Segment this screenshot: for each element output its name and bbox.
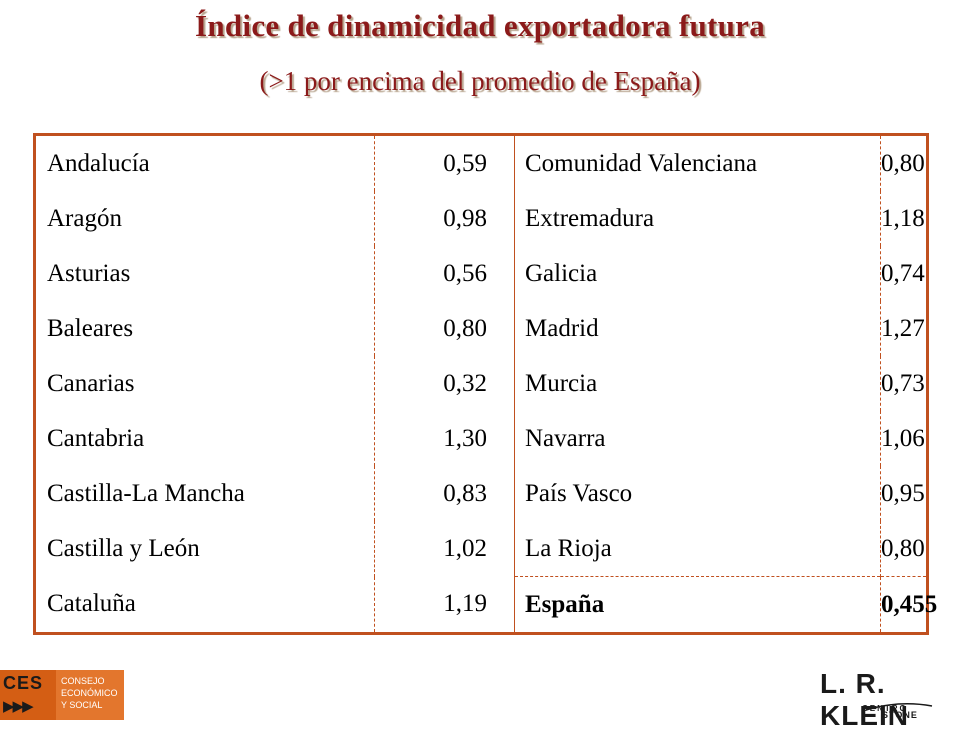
klein-logo-centro: CENTRO — [862, 704, 908, 713]
left-region-cell: Andalucía — [47, 149, 150, 177]
right-region-cell: Comunidad Valenciana — [514, 134, 881, 191]
right-region-cell: Galicia — [514, 246, 881, 301]
left-value-cell: 1,02 — [374, 521, 515, 577]
left-value-cell: 1,19 — [374, 576, 515, 634]
right-value-cell: 0,80 — [880, 134, 928, 191]
right-region-cell: Madrid — [514, 301, 881, 356]
ces-logo-line2: ECONÓMICO — [61, 688, 118, 698]
page-subtitle: (>1 por encima del promedio de España) — [259, 66, 701, 96]
left-value-cell: 0,80 — [374, 301, 515, 356]
right-value-cell: 0,73 — [880, 356, 928, 411]
export-index-table: Andalucía 0,59 Comunidad Valenciana 0,80 Ara… — [33, 133, 937, 635]
arrows-icon: ▶▶▶ — [3, 697, 34, 715]
ces-logo: CES ▶▶▶ CONSEJO ECONÓMICO Y SOCIAL — [0, 670, 124, 720]
total-label-cell: España — [514, 576, 881, 634]
right-value-cell: 1,27 — [880, 301, 928, 356]
table-row: Castilla y León 1,02 La Rioja 0,80 — [35, 521, 928, 577]
left-value-cell: 0,56 — [374, 246, 515, 301]
left-value-cell: 1,30 — [374, 411, 515, 466]
table-row: Cataluña 1,19 España 0,455 — [35, 576, 937, 634]
right-region-cell: País Vasco — [514, 466, 881, 521]
right-region-cell: Murcia — [514, 356, 881, 411]
right-region-cell: Navarra — [514, 411, 881, 466]
left-region-cell: Cantabria — [47, 424, 145, 452]
left-value-cell: 0,32 — [374, 356, 515, 411]
left-region-cell: Aragón — [47, 204, 122, 232]
left-region-cell: Castilla y León — [47, 534, 200, 562]
right-value-cell: 0,80 — [880, 521, 928, 577]
left-value-cell: 0,59 — [374, 134, 515, 191]
table-row: Castilla-La Mancha 0,83 País Vasco 0,95 — [35, 466, 928, 521]
table-row: Canarias 0,32 Murcia 0,73 — [35, 356, 928, 411]
page-title: Índice de dinamicidad exportadora futura — [194, 8, 766, 43]
table-row: Cantabria 1,30 Navarra 1,06 — [35, 411, 928, 466]
right-value-cell: 1,06 — [880, 411, 928, 466]
left-region-cell: Asturias — [47, 259, 131, 287]
ces-logo-line1: CONSEJO — [61, 676, 105, 686]
ces-logo-mark — [0, 670, 56, 720]
right-region-cell: Extremadura — [514, 191, 881, 246]
left-region-cell: Cataluña — [47, 590, 136, 618]
table-row: Andalucía 0,59 Comunidad Valenciana 0,80 — [35, 134, 928, 191]
table-row: Baleares 0,80 Madrid 1,27 — [35, 301, 928, 356]
left-value-cell: 0,83 — [374, 466, 515, 521]
ces-logo-letters: CES — [3, 673, 44, 693]
right-value-cell: 0,95 — [880, 466, 928, 521]
right-value-cell: 0,74 — [880, 246, 928, 301]
table-row: Aragón 0,98 Extremadura 1,18 — [35, 191, 928, 246]
left-value-cell: 0,98 — [374, 191, 515, 246]
swoosh-icon — [865, 703, 933, 711]
left-region-cell: Castilla-La Mancha — [47, 479, 245, 507]
ces-logo-line3: Y SOCIAL — [61, 700, 103, 710]
total-value-cell: 0,455 — [880, 576, 937, 634]
klein-logo: L. R. KLEIN CENTRO STONE — [812, 668, 960, 731]
left-region-cell: Canarias — [47, 369, 135, 397]
right-region-cell: La Rioja — [514, 521, 881, 577]
klein-logo-stone: STONE — [882, 710, 918, 720]
table-row: Asturias 0,56 Galicia 0,74 — [35, 246, 928, 301]
left-region-cell: Baleares — [47, 314, 134, 342]
right-value-cell: 1,18 — [880, 191, 928, 246]
